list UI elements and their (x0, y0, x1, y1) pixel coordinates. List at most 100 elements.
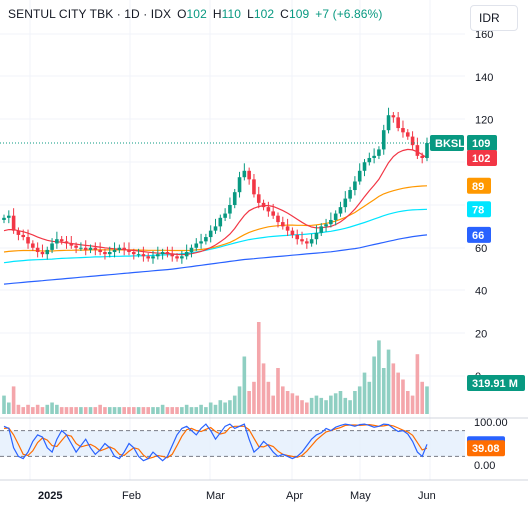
candle-body (329, 219, 333, 225)
high-value: 110 (221, 7, 242, 21)
candle-body (122, 247, 126, 250)
ma-fast-line (3, 148, 428, 256)
price-tick-label: 120 (475, 115, 493, 127)
high-label: H (212, 7, 222, 21)
time-tick-label: Jun (418, 490, 436, 502)
candle-body (309, 239, 314, 244)
candle-body (247, 170, 251, 180)
candle-body (50, 243, 54, 250)
time-tick-label: Feb (122, 490, 141, 502)
volume-badge-bg (467, 375, 525, 391)
volume-bar (319, 397, 324, 414)
volume-bar (348, 400, 352, 414)
candle-body (189, 247, 194, 253)
volume-bar (218, 400, 223, 414)
ma-mid-line (3, 185, 428, 253)
volume-bar (59, 407, 64, 414)
volume-bar (112, 407, 117, 414)
price-badge-bg (467, 177, 491, 194)
volume-bar (45, 404, 50, 414)
volume-bar (11, 386, 16, 414)
candle-body (391, 115, 396, 118)
candle-body (314, 232, 319, 240)
candle-body (64, 241, 69, 244)
price-tick-label: 60 (475, 243, 487, 255)
candle-body (31, 243, 35, 248)
volume-bar (7, 402, 11, 414)
moving-averages (3, 148, 428, 285)
time-axis[interactable]: 2025 Feb Mar Apr May Jun (38, 490, 436, 502)
volume-bar (35, 404, 40, 414)
candle-body (2, 217, 6, 220)
volume-bar (184, 404, 189, 414)
candle-body (252, 179, 256, 195)
volume-bar (175, 407, 179, 414)
price-badge: 102 (472, 153, 490, 165)
price-badge: 78 (472, 204, 484, 216)
price-badge: 109 (472, 138, 490, 150)
candle-body (338, 207, 343, 214)
candle-body (136, 254, 141, 256)
volume-bar (367, 381, 372, 414)
candle-body (362, 162, 367, 171)
volume-bar (31, 407, 35, 414)
volume-bar (131, 407, 136, 414)
candle-body (420, 155, 424, 158)
candle-body (410, 136, 415, 146)
volume-bar (405, 391, 410, 414)
volume-bar (357, 386, 362, 414)
price-badge-bg (467, 149, 497, 166)
candle-body (396, 117, 400, 129)
stoch-band (0, 430, 465, 457)
candle-body (218, 217, 223, 227)
candle-body (319, 226, 324, 233)
symbol-title[interactable]: SENTUL CITY TBK · 1D · IDX (8, 7, 172, 21)
candle-body (74, 245, 78, 248)
volume-bar (170, 407, 175, 414)
volume-bar (391, 363, 396, 414)
volume-bar (199, 404, 203, 414)
open-value: 102 (186, 7, 207, 21)
candle-body (88, 247, 93, 250)
price-tick-label: 20 (475, 328, 487, 340)
candle-body (381, 130, 386, 150)
volume-bar (386, 349, 391, 414)
volume-histogram (2, 322, 429, 414)
volume-bar (21, 407, 26, 414)
stoch-d-badge-bg (467, 440, 505, 457)
volume-bar (69, 407, 74, 414)
time-tick-label: 2025 (38, 490, 62, 502)
candle-body (199, 241, 203, 244)
candle-body (45, 249, 50, 255)
volume-bar (79, 407, 83, 414)
volume-bar (295, 395, 300, 414)
currency-button[interactable]: IDR (470, 5, 518, 31)
candle-body (194, 243, 199, 248)
price-badge: 66 (472, 230, 484, 242)
candle-body (372, 155, 376, 158)
price-tick-label: 160 (475, 29, 493, 41)
volume-bar (93, 407, 98, 414)
price-badge-bg (467, 135, 497, 152)
candle-body (141, 254, 146, 257)
volume-bar (208, 402, 213, 414)
candle-body (175, 256, 179, 259)
volume-bar (204, 407, 208, 414)
price-axis[interactable]: 160140120806040200100.000.00 (474, 29, 508, 472)
close-label: C (280, 7, 289, 21)
volume-bar (122, 407, 126, 414)
candle-body (112, 249, 117, 253)
candle-body (146, 256, 151, 259)
close-value: 109 (288, 7, 310, 21)
candle-body (290, 230, 295, 235)
price-badge: 89 (472, 181, 484, 193)
candle-body (83, 247, 88, 250)
volume-bar (160, 404, 165, 414)
candle-body (107, 252, 112, 255)
volume-bar (40, 407, 45, 414)
volume-bar (223, 402, 227, 414)
candle-body (353, 181, 357, 191)
candle-body (415, 145, 420, 156)
volume-bar (420, 381, 424, 414)
